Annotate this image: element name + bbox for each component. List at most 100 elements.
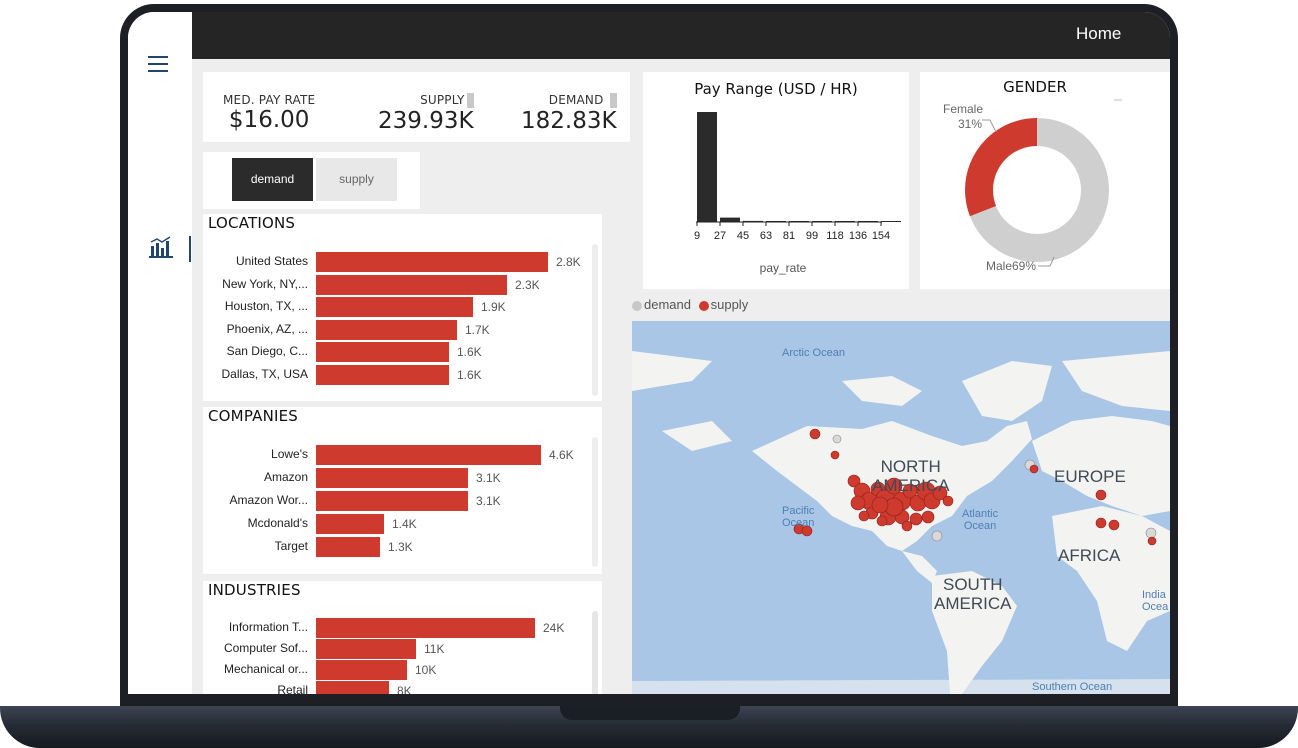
supply-bubble[interactable] [871, 496, 889, 514]
locations-bar[interactable] [316, 319, 457, 340]
top-bar: Home Ma [192, 12, 1170, 59]
companies-bar[interactable] [316, 491, 468, 511]
companies-bar[interactable] [316, 514, 384, 534]
industries-bar[interactable] [316, 618, 535, 638]
map-label-europe: EUROPE [1054, 467, 1126, 486]
demand-legend-dot [632, 300, 642, 311]
companies-bar[interactable] [316, 468, 468, 488]
industries-row-label: Retail [277, 683, 308, 694]
demand-legend-label[interactable]: demand [644, 297, 691, 312]
laptop-base [0, 706, 1298, 748]
locations-row[interactable]: Dallas, TX, USA 1.6K [203, 365, 602, 385]
supply-bubble[interactable] [1095, 489, 1107, 501]
industries-bar[interactable] [316, 681, 389, 694]
locations-bar-value: 2.8K [556, 255, 581, 269]
companies-bar-value: 1.4K [392, 517, 417, 531]
kpi-card: MED. PAY RATE $16.00 SUPPLY 239.93K DEMA… [203, 72, 630, 142]
gender-card: GENDER Female 31% Male 69% [920, 72, 1170, 289]
report-page-icon[interactable] [148, 236, 174, 260]
supply-bubble[interactable] [809, 428, 821, 440]
locations-bar-value: 2.3K [515, 277, 540, 292]
industries-row[interactable]: Computer Sof... 11K [203, 639, 602, 659]
male-leader-line [1038, 256, 1055, 267]
companies-row[interactable]: Amazon Wor... 3.1K [203, 491, 602, 511]
industries-row[interactable]: Information T... 24K [203, 618, 602, 638]
locations-row-label: Dallas, TX, USA [221, 367, 308, 381]
locations-bar[interactable] [316, 297, 473, 318]
industries-row[interactable]: Mechanical or... 10K [203, 660, 602, 680]
demand-bubble[interactable] [1145, 527, 1157, 539]
supply-bubble[interactable] [921, 510, 935, 524]
kpi-label: DEMAND [521, 93, 617, 108]
companies-row[interactable]: Lowe's 4.6K [203, 445, 602, 465]
supply-bubble[interactable] [1095, 517, 1107, 529]
map-bubbles[interactable] [632, 321, 1170, 694]
home-button[interactable]: Home [1076, 24, 1122, 43]
pay-range-tick-label: 27 [714, 230, 726, 242]
pay-range-bar[interactable] [881, 221, 901, 222]
locations-scrollbar[interactable] [592, 244, 598, 396]
supply-bubble[interactable] [876, 515, 888, 527]
demand-toggle-button[interactable]: demand [232, 158, 313, 201]
map-label-atlantic-ocean: Atlantic Ocean [962, 508, 999, 532]
industries-scrollbar[interactable] [592, 611, 598, 694]
locations-row-label: Phoenix, AZ, ... [226, 321, 308, 336]
companies-row[interactable]: Mcdonald's 1.4K [203, 514, 602, 534]
kpi-value: 182.83K [521, 108, 617, 134]
kpi-supply: SUPPLY 239.93K [378, 93, 474, 135]
supply-bubble[interactable] [847, 474, 861, 488]
supply-toggle-button[interactable]: supply [316, 158, 397, 201]
companies-row-label: Lowe's [271, 447, 308, 461]
companies-bar[interactable] [316, 445, 541, 465]
locations-bar[interactable] [316, 274, 507, 295]
locations-row[interactable]: New York, NY,... 2.3K [203, 274, 602, 295]
pay-range-tick-label: 154 [872, 230, 890, 242]
locations-row[interactable]: San Diego, C... 1.6K [203, 342, 602, 363]
companies-row[interactable]: Amazon 3.1K [203, 468, 602, 488]
supply-bubble[interactable] [801, 525, 813, 537]
supply-bubble[interactable] [901, 520, 913, 532]
supply-bubble[interactable] [932, 485, 948, 501]
left-nav [128, 12, 192, 694]
world-map[interactable]: Arctic Ocean NORTH AMERICA EUROPE Pacifi… [632, 321, 1170, 694]
locations-row[interactable]: United States 2.8K [203, 252, 602, 272]
supply-bubble[interactable] [858, 510, 870, 522]
companies-card: COMPANIES Lowe's 4.6K Amazon 3.1K Amazon Wor… [203, 407, 602, 574]
locations-bar[interactable] [316, 365, 449, 385]
locations-bar[interactable] [316, 342, 449, 363]
companies-row[interactable]: Target 1.3K [203, 537, 602, 557]
pay-range-bar[interactable] [697, 112, 717, 222]
companies-bar-value: 3.1K [476, 494, 501, 508]
locations-row-label: New York, NY,... [222, 276, 308, 291]
kpi-label-text: DEMAND [548, 93, 604, 107]
gender-female-slice[interactable] [965, 118, 1109, 262]
industries-bar-value: 24K [543, 621, 565, 635]
locations-bar-value: 1.6K [457, 345, 482, 360]
supply-bubble[interactable] [942, 495, 954, 507]
demand-bubble[interactable] [931, 530, 943, 542]
kpi-label: MED. PAY RATE [223, 93, 316, 107]
industries-row[interactable]: Retail 8K [203, 681, 602, 694]
supply-legend-label[interactable]: supply [710, 297, 749, 312]
supply-bubble[interactable] [1029, 464, 1039, 474]
pay-range-bar[interactable] [743, 220, 763, 222]
supply-bubble[interactable] [885, 477, 903, 495]
industries-bar[interactable] [316, 660, 407, 680]
locations-row[interactable]: Houston, TX, ... 1.9K [203, 297, 602, 318]
locations-bar-value: 1.6K [457, 368, 482, 382]
hamburger-menu-icon[interactable] [148, 56, 168, 72]
pay-range-bar[interactable] [720, 217, 740, 222]
companies-bar[interactable] [316, 537, 380, 557]
supply-bubble[interactable] [850, 495, 866, 511]
locations-row[interactable]: Phoenix, AZ, ... 1.7K [203, 319, 602, 340]
supply-bubble[interactable] [909, 512, 923, 526]
demand-bubble[interactable] [832, 434, 842, 444]
gender-female-label: Female [943, 102, 983, 116]
locations-bar[interactable] [316, 252, 548, 272]
supply-bubble[interactable] [1147, 536, 1157, 546]
supply-bubble[interactable] [1108, 519, 1120, 531]
industries-bar[interactable] [316, 639, 416, 659]
companies-scrollbar[interactable] [592, 437, 598, 567]
supply-bubble[interactable] [830, 450, 840, 460]
gender-female-pct: 31% [958, 117, 982, 131]
